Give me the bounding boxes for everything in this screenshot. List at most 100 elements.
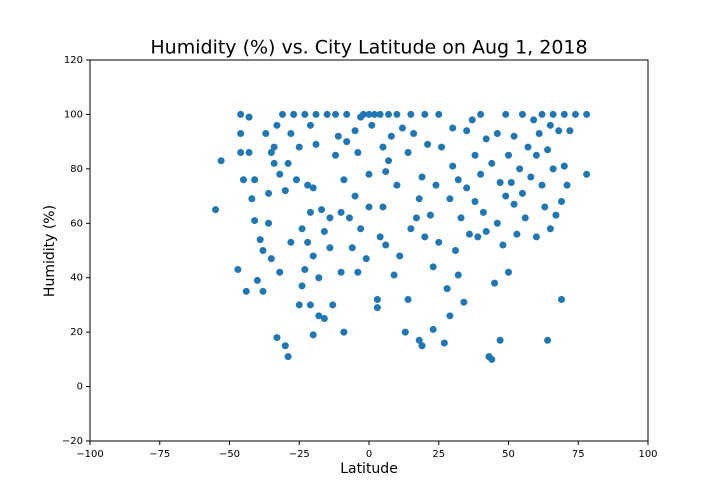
y-tick-label: −20 <box>62 436 83 447</box>
data-point <box>393 110 401 118</box>
data-point <box>407 225 415 233</box>
data-point <box>298 225 306 233</box>
data-point <box>343 110 351 118</box>
data-point <box>549 110 557 118</box>
data-point <box>583 110 591 118</box>
data-point <box>304 238 312 246</box>
data-point <box>329 301 337 309</box>
data-point <box>301 266 309 274</box>
data-point <box>415 336 423 344</box>
data-point <box>245 113 253 121</box>
data-point <box>382 168 390 176</box>
data-point <box>284 353 292 361</box>
data-point <box>217 157 225 165</box>
data-point <box>326 244 334 252</box>
data-point <box>449 162 457 170</box>
data-point <box>345 214 353 222</box>
data-point <box>267 149 275 157</box>
data-point <box>446 312 454 320</box>
data-point <box>306 301 314 309</box>
data-point <box>267 255 275 263</box>
data-point <box>273 121 281 129</box>
data-point <box>479 208 487 216</box>
data-point <box>279 110 287 118</box>
data-point <box>212 206 220 214</box>
data-point <box>535 129 543 137</box>
data-point <box>463 184 471 192</box>
data-point <box>421 233 429 241</box>
data-point <box>365 203 373 211</box>
data-point <box>457 214 465 222</box>
data-point <box>451 247 459 254</box>
data-point <box>477 170 485 178</box>
data-point <box>493 219 501 227</box>
data-point <box>404 149 412 157</box>
data-point <box>505 151 512 159</box>
data-point <box>507 178 515 186</box>
data-point <box>566 127 574 135</box>
data-point <box>527 173 535 181</box>
x-tick-label: 75 <box>572 449 585 460</box>
data-point <box>482 135 490 143</box>
data-point <box>334 132 342 140</box>
data-point <box>253 276 261 284</box>
data-point <box>337 268 345 276</box>
data-point <box>348 244 356 252</box>
data-point <box>376 233 384 241</box>
data-point <box>242 287 250 295</box>
data-point <box>518 110 526 118</box>
data-point <box>440 339 448 347</box>
data-point <box>309 184 317 192</box>
data-point <box>382 241 390 249</box>
data-point <box>251 217 259 225</box>
data-point <box>309 331 317 339</box>
data-point <box>496 178 504 186</box>
data-point <box>351 127 359 135</box>
data-point <box>532 233 540 241</box>
data-point <box>306 121 314 129</box>
y-axis-label: Humidity (%) <box>42 205 58 297</box>
data-point <box>304 181 312 189</box>
data-point <box>237 129 245 137</box>
data-point <box>306 208 314 216</box>
data-point <box>460 298 468 306</box>
data-point <box>499 241 507 249</box>
data-point <box>435 110 443 118</box>
y-tick-label: 60 <box>70 218 83 229</box>
y-tick-label: 20 <box>70 327 83 338</box>
data-point <box>558 295 566 303</box>
data-point <box>555 127 563 135</box>
data-point <box>245 149 253 157</box>
data-point <box>546 225 554 233</box>
data-point <box>239 176 247 184</box>
data-point <box>474 233 482 241</box>
data-point <box>418 342 426 350</box>
data-point <box>541 203 549 211</box>
x-tick-label: −25 <box>289 449 310 460</box>
data-point <box>432 181 440 189</box>
data-point <box>560 162 568 170</box>
data-point <box>318 206 326 214</box>
data-point <box>365 170 373 178</box>
data-point <box>362 255 370 263</box>
data-point <box>234 266 242 274</box>
data-point <box>415 195 423 203</box>
data-point <box>549 165 557 173</box>
data-point <box>281 187 289 195</box>
data-point <box>429 325 437 333</box>
data-point <box>390 271 398 279</box>
data-point <box>435 238 443 246</box>
data-point <box>340 328 348 336</box>
x-tick-label: 100 <box>638 449 657 460</box>
data-point <box>552 211 560 219</box>
data-point <box>385 110 393 118</box>
data-point <box>521 214 529 222</box>
y-tick-label: 100 <box>64 109 83 120</box>
data-point <box>332 151 340 159</box>
data-point <box>262 129 270 137</box>
data-point <box>281 342 289 350</box>
y-tick-label: 120 <box>64 55 83 66</box>
data-point <box>340 176 348 184</box>
data-point <box>502 110 510 118</box>
data-point <box>418 173 426 181</box>
